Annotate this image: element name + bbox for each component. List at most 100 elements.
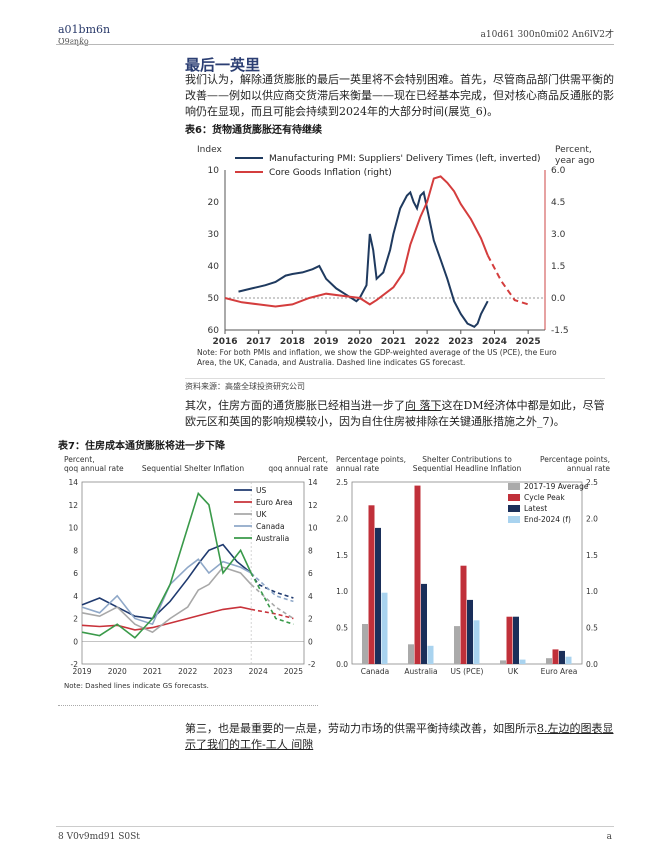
legend-label-core-goods: Core Goods Inflation (right) [269,168,392,178]
right-tick-3: 4 [308,592,313,601]
series-australia [81,491,252,639]
left-axis-title-2: annual rate [336,464,380,473]
x-tick-2020: 2020 [347,337,372,347]
legend-swatch-end-2024-f [508,516,520,523]
right-axis-title-1: Percentage points, [540,455,610,464]
legend-label-pmi: Manufacturing PMI: Suppliers' Delivery T… [269,154,541,164]
exhibit-7-dotted-rule [58,705,318,706]
bar-canada-cycle-peak [368,505,375,664]
right-tick-5: -1.5 [551,326,569,336]
bar-australia-end-2024-f [427,645,434,664]
category-label-euro-area: Euro Area [541,667,578,676]
left-tick-4: 6 [73,569,78,578]
series-australia-forecast [250,572,294,625]
bar-uk-end-2024-f [519,659,526,664]
footer-divider [56,826,614,827]
legend-swatch-latest [508,505,520,512]
x-tick-2016: 2016 [212,337,237,347]
legend-label-us: US [256,486,266,495]
right-tick-3: 1.5 [586,551,598,560]
right-tick-8: 14 [308,478,318,487]
right-tick-0: -2 [308,660,316,669]
legend-swatch-cycle-peak [508,494,520,501]
series-canada [81,558,252,626]
exhibit-6-chart: Index Percent, year ago 10 20 30 40 50 60 6.0 4.5 3… [185,140,615,375]
paragraph-3-text: 第三，也是最重要的一点是，劳动力市场的供需平衡持续改善，如图所示 [185,722,537,735]
exhibit-7-right-chart: Percentage points, annual rate Percentage … [332,452,614,698]
left-axis-title-2: qoq annual rate [64,464,124,473]
left-tick-1: 0 [73,637,78,646]
right-tick-2: 2 [308,615,313,624]
category-label-australia: Australia [404,667,437,676]
legend-label-canada: Canada [256,522,285,531]
bar-uk-2017-19-average [500,660,506,664]
category-label-canada: Canada [361,667,390,676]
left-tick-8: 14 [68,478,78,487]
legend-label-euro-area: Euro Area [256,498,293,507]
chart-title: Sequential Shelter Inflation [142,464,244,473]
legend-label-end-2024-f: End-2024 (f) [524,515,571,524]
paragraph-3: 第三，也是最重要的一点是，劳动力市场的供需平衡持续改善，如图所示8.左边的图表显… [185,721,615,753]
right-axis-title-1: Percent, [555,145,592,155]
paragraph-2-link[interactable]: 向 落下 [405,399,442,412]
x-tick-2024: 2024 [249,667,268,676]
chart-title-1: Shelter Contributions to [422,455,512,464]
right-axis-title-1: Percent, [297,455,328,464]
left-tick-40: 40 [208,262,220,272]
bar-euro-area-end-2024-f [565,656,572,664]
left-tick-2: 2 [73,615,78,624]
x-tick-2023: 2023 [448,337,473,347]
x-tick-2025: 2025 [516,337,541,347]
right-tick-3: 1.5 [551,262,565,272]
bar-canada-2017-19-average [362,624,368,664]
series-euro-area-forecast [250,608,294,620]
bar-euro-area-cycle-peak [552,649,559,664]
series-core-goods-inflation-forecast [486,254,529,306]
x-tick-2025: 2025 [284,667,303,676]
legend-label-uk: UK [256,510,267,519]
left-tick-2: 1.0 [336,587,348,596]
legend-swatch-2017-19-average [508,483,520,490]
right-axis-title-2: year ago [555,156,595,166]
right-tick-4: 2.0 [586,514,598,523]
exhibit-6-caption: 表6：货物通货膨胀还有待继续 [185,125,322,136]
exhibit-6-source: 资料来源：高盛全球投资研究公司 [185,382,305,391]
left-tick-1: 0.5 [336,624,348,633]
bar-canada-latest [375,527,381,664]
right-tick-6: 10 [308,524,318,533]
header-brand-main: a01bm6n [58,23,111,36]
left-tick-10: 10 [208,166,220,176]
left-tick-30: 30 [208,230,220,240]
bar-us-pce-2017-19-average [454,626,460,664]
right-tick-1: 4.5 [551,198,565,208]
exhibit-7-left-chart: Percent, qoq annual rate Percent, qoq annua… [58,452,330,698]
x-tick-2024: 2024 [482,337,507,347]
bar-us-pce-latest [467,599,473,664]
right-axis-title-2: qoq annual rate [268,464,328,473]
paragraph-1: 我们认为，解除通货膨胀的最后一英里将不会特别困难。首先，尽管商品部门供需平衡的改… [185,73,614,118]
series-canada-forecast [250,572,294,603]
category-label-uk: UK [508,667,519,676]
bar-euro-area-2017-19-average [546,658,552,664]
series-uk [81,566,252,634]
header-report-info: a10d61 300n0mi02 An6lV2才 [480,30,614,40]
bar-uk-cycle-peak [506,616,513,664]
right-tick-1: 0 [308,637,313,646]
legend-label-cycle-peak: Cycle Peak [524,493,565,502]
paragraph-2: 其次，住房方面的通货膨胀已经相当进一步了向 落下这在DM经济体中都是如此，尽管欧… [185,398,615,430]
legend-label-2017-19-average: 2017-19 Average [524,482,589,491]
section-title: 最后一英里 [185,56,261,74]
chart-title-2: Sequential Headline Inflation [413,464,522,473]
bar-australia-2017-19-average [408,644,414,664]
series-us [81,543,252,620]
paragraph-3-link[interactable]: 8.左边的图表显示了我们的工作-工人 间隙 [185,722,614,751]
left-tick-50: 50 [208,294,220,304]
x-tick-2022: 2022 [415,337,440,347]
exhibit-7-caption: 表7：住房成本通货膨胀将进一步下降 [58,441,225,452]
right-tick-7: 12 [308,501,318,510]
x-tick-2019: 2019 [72,667,91,676]
series-euro-area [81,606,252,631]
paragraph-2-text-b: 这在DM经济体中都是如此，尽管欧元区和英国的影响规模较小，因为自住住房被排除在关… [185,399,605,428]
right-tick-1: 0.5 [586,624,598,633]
right-tick-5: 8 [308,546,313,555]
